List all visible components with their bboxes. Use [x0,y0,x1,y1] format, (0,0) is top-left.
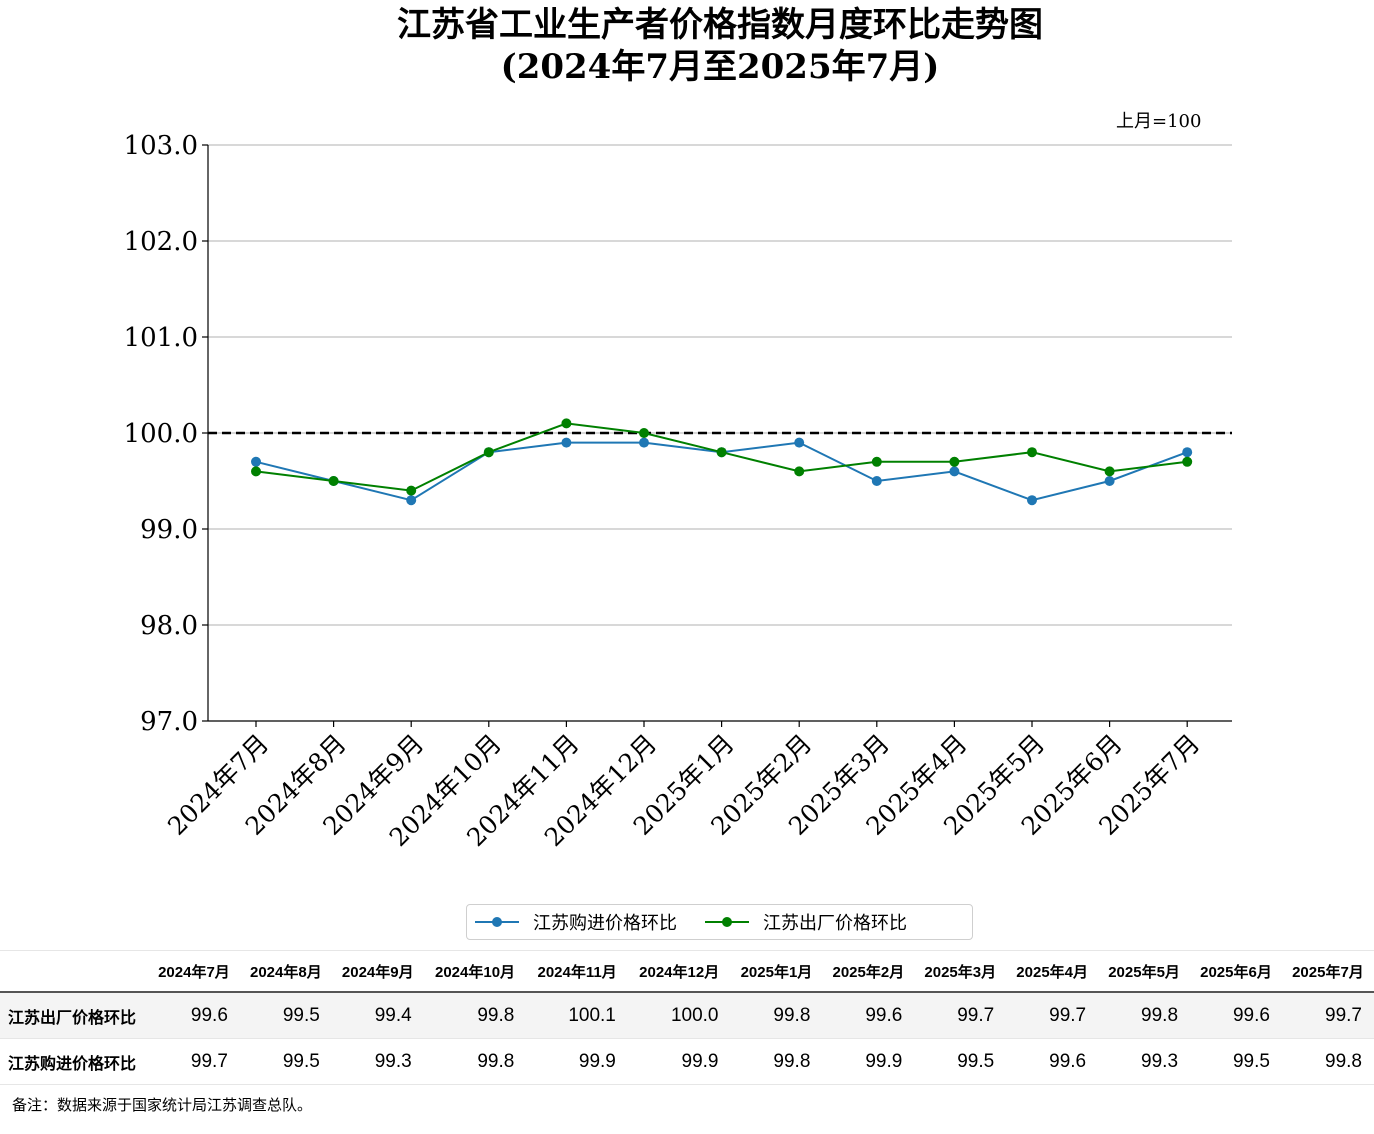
table-cell: 99.5 [239,992,332,1039]
table-header: 2025年4月 [1006,950,1099,993]
y-tick-label: 100.0 [124,419,198,449]
table-cell: 99.6 [148,992,240,1039]
y-tick-label: 99.0 [140,515,198,545]
data-point-1 [794,466,805,477]
table-header: 2025年7月 [1281,950,1374,993]
y-tick-label: 97.0 [140,707,198,737]
table-header: 2025年5月 [1098,950,1191,993]
table-row-label: 江苏购进价格环比 [0,1038,148,1085]
legend-label-purchase: 江苏购进价格环比 [533,913,677,934]
table-cell: 99.6 [1190,992,1282,1039]
data-point-1 [328,476,339,486]
table-cell: 99.9 [627,1038,731,1085]
table-cell: 99.8 [423,992,527,1039]
data-point-0 [1182,447,1193,458]
table-cell: 99.7 [914,992,1007,1039]
data-point-1 [561,418,572,429]
data-point-0 [561,437,572,448]
table-cell: 99.6 [822,992,915,1039]
table-cell: 99.7 [148,1038,240,1085]
table-header: 2025年6月 [1190,950,1282,993]
table-header: 2024年12月 [627,950,731,993]
y-tick-label: 98.0 [140,611,198,641]
table-header: 2025年3月 [914,950,1007,993]
unit-note: 上月=100 [1116,111,1202,132]
table-cell: 99.4 [331,992,424,1039]
data-point-0 [406,495,417,506]
table-cell: 99.5 [1190,1038,1282,1085]
y-tick-label: 103.0 [124,131,198,161]
table-header: 2024年7月 [148,950,240,993]
data-point-0 [1104,476,1115,486]
table-cell: 99.8 [730,1038,823,1085]
table-header: 2024年11月 [526,950,628,993]
table-cell: 99.6 [1006,1038,1099,1085]
table-row: 江苏购进价格环比 99.7 99.5 99.3 99.8 99.9 99.9 9… [0,1038,1374,1085]
table-corner [0,950,148,993]
data-point-0 [251,456,261,467]
table-header: 2024年10月 [423,950,527,993]
legend-item-purchase: 江苏购进价格环比 [475,909,677,935]
table-cell: 99.7 [1006,992,1099,1039]
data-point-1 [483,447,494,458]
data-point-0 [1027,495,1037,506]
table-cell: 100.1 [526,992,628,1039]
table-row-label: 江苏出厂价格环比 [0,992,148,1039]
line-chart: 97.098.099.0100.0101.0102.0103.02024年7月2… [124,131,1232,852]
data-point-1 [949,456,960,467]
footnote: 备注：数据来源于国家统计局江苏调查总队。 [12,1096,313,1114]
data-point-0 [794,437,805,448]
table-header: 2025年2月 [822,950,915,993]
y-tick-label: 101.0 [124,323,198,353]
data-point-1 [639,428,649,438]
table-cell: 100.0 [627,992,731,1039]
data-point-0 [949,466,960,477]
table-header: 2024年9月 [331,950,424,993]
data-point-1 [716,447,727,458]
table-cell: 99.8 [423,1038,527,1085]
table-row: 江苏出厂价格环比 99.6 99.5 99.4 99.8 100.1 100.0… [0,992,1374,1039]
legend-swatch-factory [705,912,749,932]
data-point-1 [1182,456,1193,467]
table-cell: 99.7 [1281,992,1374,1039]
chart-subtitle: (2024年7月至2025年7月) [500,47,940,87]
table-header: 2025年1月 [730,950,823,993]
table-cell: 99.3 [331,1038,424,1085]
legend-label-factory: 江苏出厂价格环比 [763,913,907,934]
data-point-0 [639,437,649,448]
table-header-row: 2024年7月 2024年8月 2024年9月 2024年10月 2024年11… [0,950,1374,993]
data-point-0 [871,476,882,486]
table-cell: 99.5 [914,1038,1007,1085]
table-cell: 99.3 [1098,1038,1191,1085]
chart-title: 江苏省工业生产者价格指数月度环比走势图 [397,5,1043,45]
table-cell: 99.8 [1098,992,1191,1039]
table-cell: 99.9 [526,1038,628,1085]
data-table: 2024年7月 2024年8月 2024年9月 2024年10月 2024年11… [0,950,1374,1085]
data-point-1 [871,456,882,467]
table-cell: 99.8 [1281,1038,1374,1085]
data-point-1 [251,466,261,477]
data-point-1 [406,485,417,496]
y-tick-label: 102.0 [124,227,198,257]
table-header: 2024年8月 [239,950,332,993]
table-cell: 99.8 [730,992,823,1039]
table-cell: 99.9 [822,1038,915,1085]
legend-item-factory: 江苏出厂价格环比 [705,909,907,935]
legend: 江苏购进价格环比 江苏出厂价格环比 [466,904,973,940]
data-point-1 [1104,466,1115,477]
data-point-1 [1027,447,1037,458]
table-cell: 99.5 [239,1038,332,1085]
legend-swatch-purchase [475,912,519,932]
